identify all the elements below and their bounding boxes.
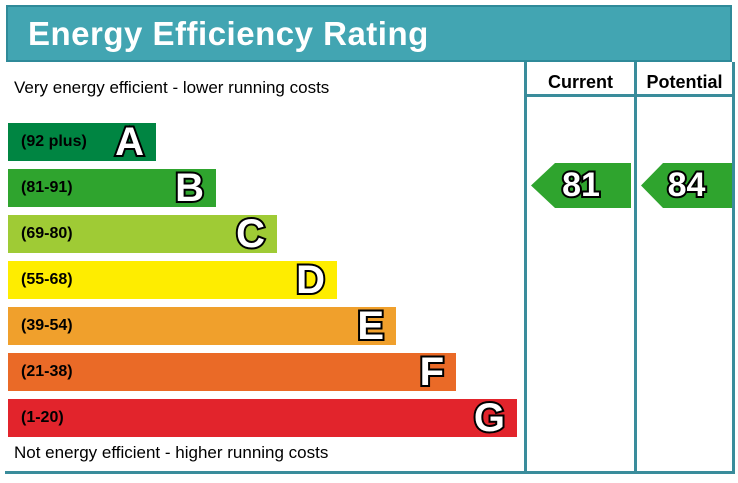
band-row-a: (92 plus) A <box>8 120 156 164</box>
page-title: Energy Efficiency Rating <box>28 14 429 52</box>
band-row-f: (21-38) F <box>8 350 456 394</box>
table-divider-middle <box>634 62 637 473</box>
band-chart: (92 plus) A (81-91) B (69-80) C (55-68) … <box>8 120 517 445</box>
band-letter: C <box>234 212 267 256</box>
band-letter: A <box>113 120 146 164</box>
title-banner: Energy Efficiency Rating <box>6 5 732 62</box>
band-range-label: (55-68) <box>21 271 73 288</box>
band-letter: G <box>472 396 507 440</box>
band-row-c: (69-80) C <box>8 212 277 256</box>
bottom-note: Not energy efficient - higher running co… <box>14 443 329 462</box>
band-letter: F <box>418 350 446 394</box>
current-column-header: Current <box>547 72 613 92</box>
band-range-label: (39-54) <box>21 317 73 334</box>
potential-column-header: Potential <box>646 72 723 92</box>
band-letter: D <box>294 258 327 302</box>
band-row-g: (1-20) G <box>8 396 517 440</box>
table-divider-right <box>732 62 735 473</box>
potential-rating-arrow: 84 <box>641 163 732 208</box>
current-rating-value: 81 <box>560 164 602 206</box>
current-rating-arrow: 81 <box>531 163 631 208</box>
band-range-label: (69-80) <box>21 225 73 242</box>
band-row-e: (39-54) E <box>8 304 396 348</box>
band-row-d: (55-68) D <box>8 258 337 302</box>
band-letter: B <box>173 166 206 210</box>
bottom-border-line <box>5 471 735 474</box>
table-divider-left <box>524 62 527 473</box>
potential-rating-value: 84 <box>666 164 708 206</box>
band-range-label: (92 plus) <box>21 133 87 150</box>
top-note: Very energy efficient - lower running co… <box>14 78 330 97</box>
band-row-b: (81-91) B <box>8 166 216 210</box>
band-letter: E <box>355 304 386 348</box>
band-range-label: (1-20) <box>21 409 64 426</box>
band-range-label: (21-38) <box>21 363 73 380</box>
header-underline <box>524 94 735 97</box>
band-range-label: (81-91) <box>21 179 73 196</box>
